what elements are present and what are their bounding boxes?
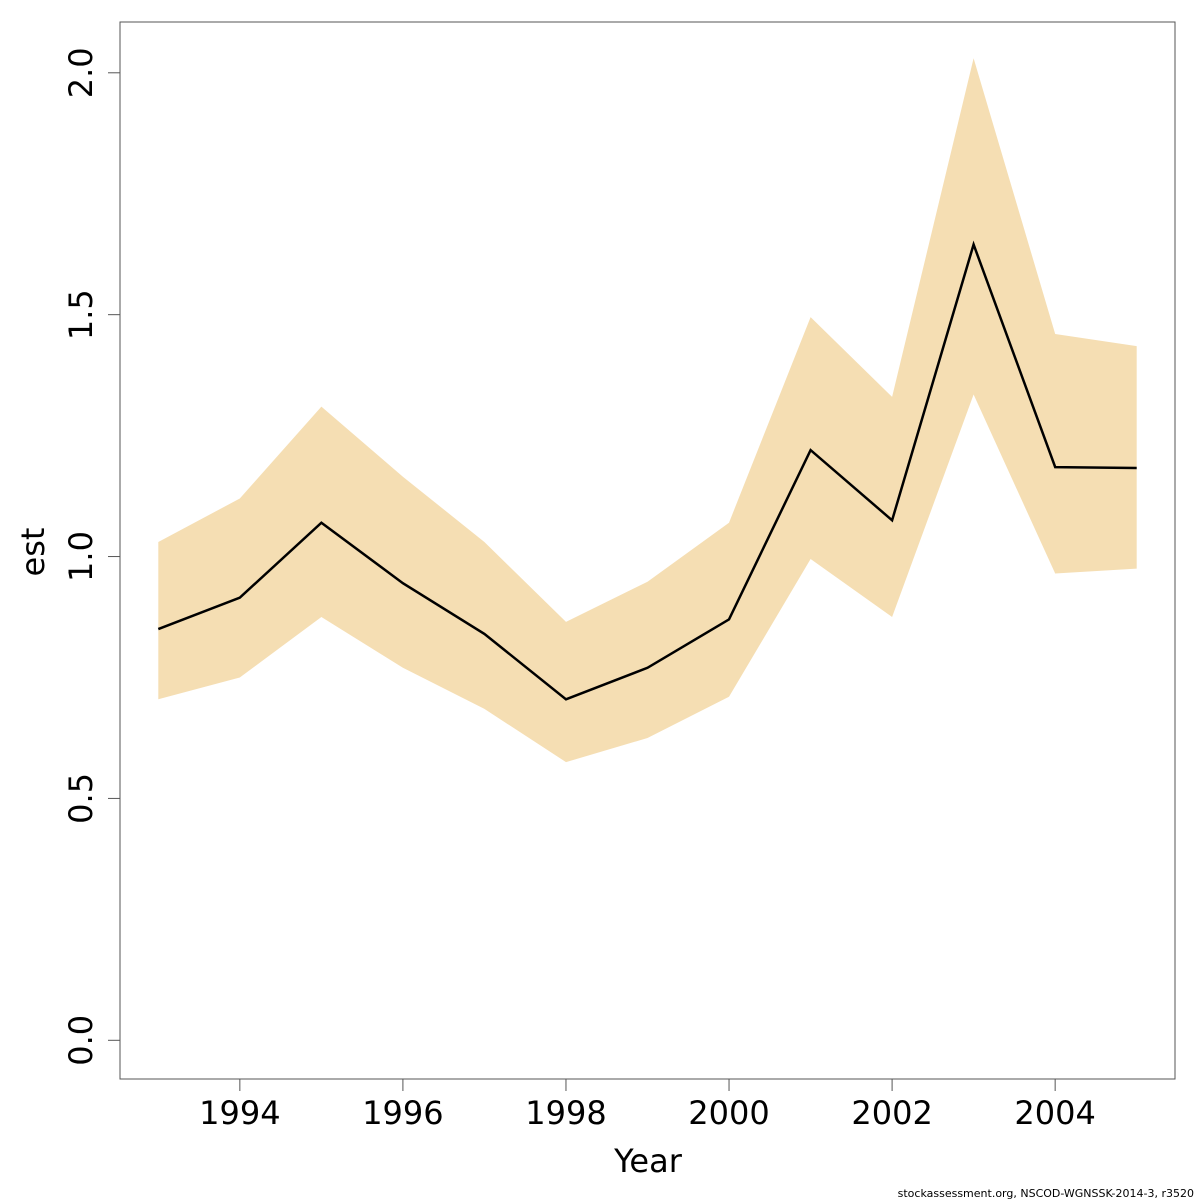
- x-tick-label: 2002: [851, 1094, 932, 1132]
- confidence-band-layer: [158, 58, 1137, 763]
- estimate-line: [157, 240, 1137, 701]
- y-axis-title: est: [14, 528, 52, 577]
- estimate-line-layer: [157, 240, 1137, 701]
- y-axis: 0.0 0.5 1.0 1.5 2.0: [62, 47, 121, 1066]
- x-tick-label: 2000: [688, 1094, 769, 1132]
- x-tick-label: 1994: [199, 1094, 280, 1132]
- y-tick-label: 0.0: [62, 1015, 100, 1066]
- y-tick-label: 1.0: [62, 531, 100, 582]
- x-axis-title: Year: [613, 1142, 683, 1180]
- x-tick-label: 1996: [362, 1094, 443, 1132]
- x-tick-label: 2004: [1014, 1094, 1095, 1132]
- x-axis: 1994 1996 1998 2000 2002 2004: [199, 1078, 1096, 1132]
- confidence-band: [158, 58, 1137, 763]
- x-tick-label: 1998: [525, 1094, 606, 1132]
- source-footnote: stockassessment.org, NSCOD-WGNSSK-2014-3…: [897, 1187, 1194, 1200]
- y-tick-label: 0.5: [62, 773, 100, 824]
- y-tick-label: 2.0: [62, 47, 100, 98]
- y-tick-label: 1.5: [62, 289, 100, 340]
